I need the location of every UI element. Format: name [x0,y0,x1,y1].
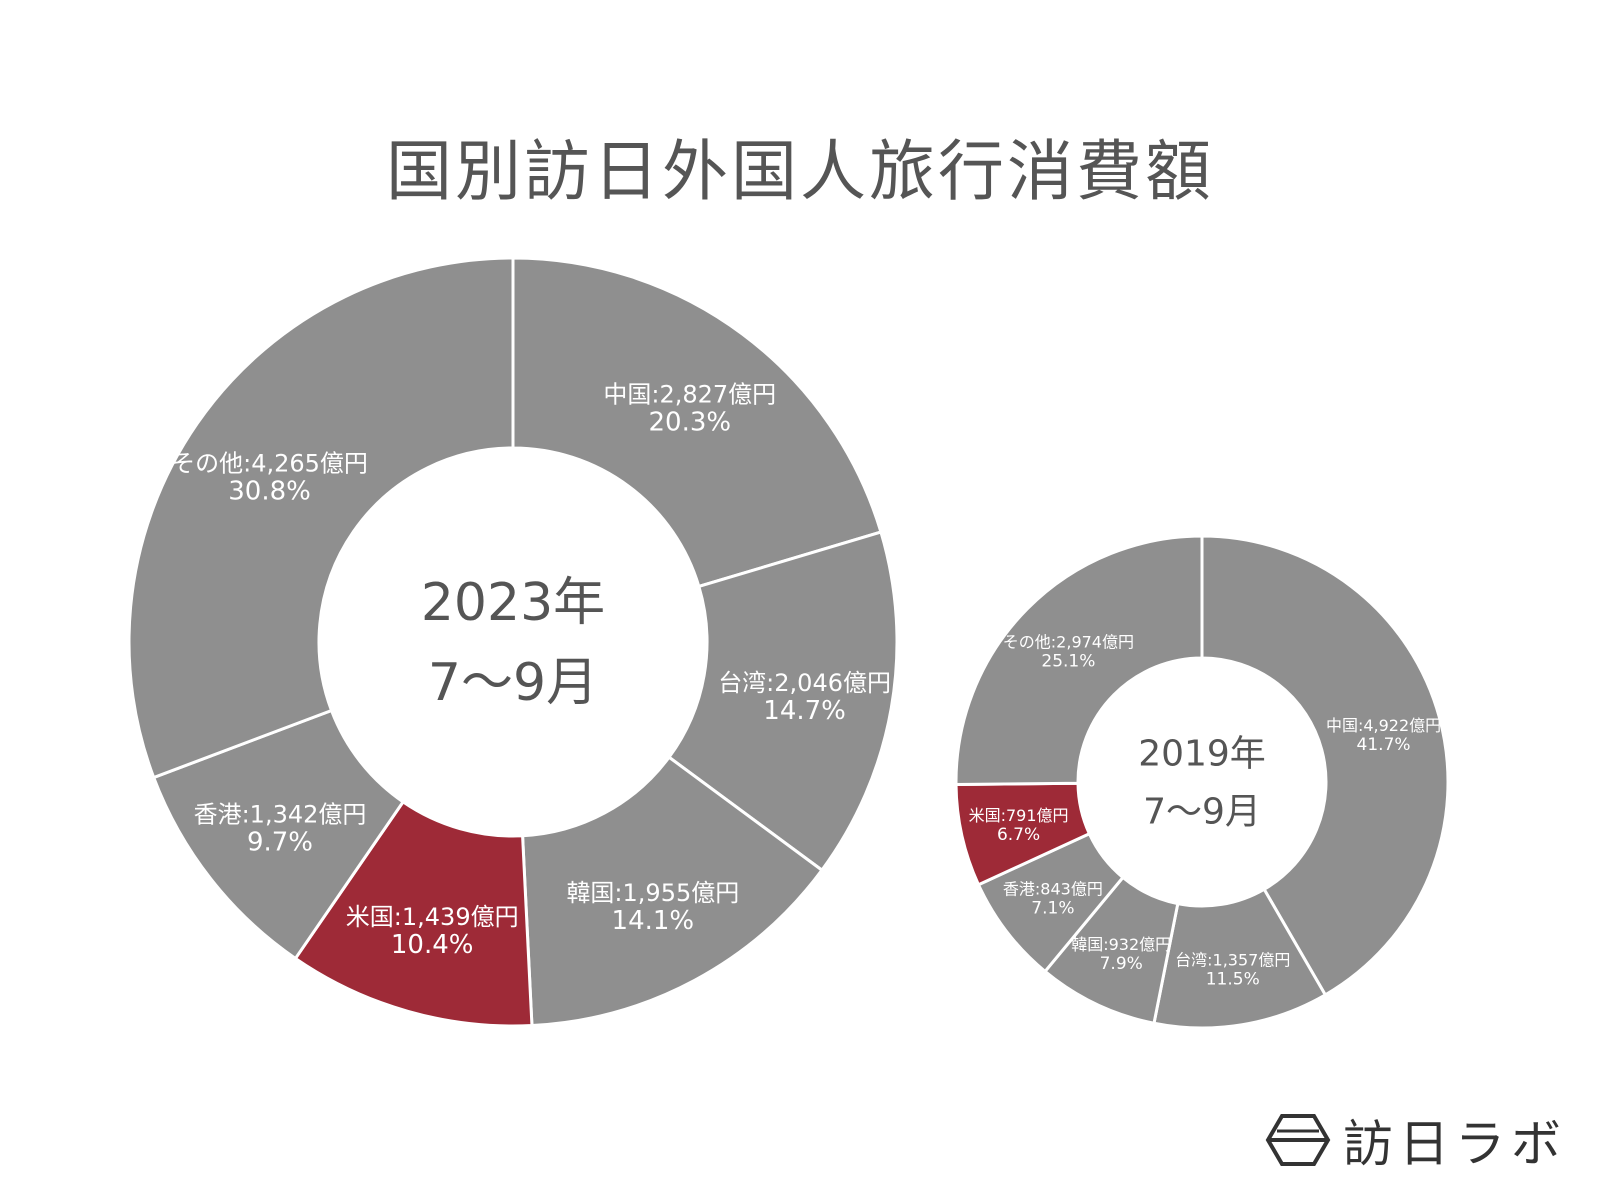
slice-percent-2023-1: 14.7% [763,696,846,726]
slice-label-2019-0: 中国:4,922億円 [1326,716,1441,735]
slice-percent-2023-2: 14.1% [612,906,695,936]
slice-label-2019-2: 韓国:932億円 [1071,935,1171,954]
slice-percent-2023-4: 9.7% [247,828,313,858]
slice-label-2019-5: その他:2,974億円 [1003,633,1134,652]
slice-2023-0 [511,256,883,589]
slice-2019-5 [954,534,1204,787]
slice-2023-3 [293,799,534,1028]
slice-2023-5 [127,256,515,780]
slice-label-2019-4: 米国:791億円 [969,806,1069,825]
slice-label-2023-5: その他:4,265億円 [171,450,368,478]
slice-2019-0 [1200,534,1450,997]
slice-label-2019-1: 台湾:1,357億円 [1175,950,1290,969]
slice-percent-2019-0: 41.7% [1357,735,1411,755]
slice-label-2023-4: 香港:1,342億円 [194,801,367,829]
slice-percent-2023-0: 20.3% [648,408,731,438]
slice-percent-2019-2: 7.9% [1100,954,1143,974]
chart-title: 国別訪日外国人旅行消費額 [386,133,1214,210]
brand-name: 訪日ラボ [1343,1115,1567,1173]
center-label-2019-0: 2019年 [1138,734,1266,775]
slice-label-2023-1: 台湾:2,046億円 [718,669,891,697]
slice-percent-2023-5: 30.8% [228,477,311,507]
slice-percent-2019-5: 25.1% [1041,652,1095,672]
center-label-2023-1: 7〜9月 [428,653,598,713]
donut-chart-2019: 中国:4,922億円41.7%台湾:1,357億円11.5%韓国:932億円7.… [954,534,1450,1030]
slice-label-2023-3: 米国:1,439億円 [346,903,519,931]
slice-label-2023-2: 韓国:1,955億円 [566,879,739,907]
center-label-2023-0: 2023年 [421,573,605,633]
slice-percent-2019-3: 7.1% [1031,898,1074,918]
slice-label-2019-3: 香港:843億円 [1003,879,1103,898]
slice-percent-2023-3: 10.4% [391,930,474,960]
slice-percent-2019-1: 11.5% [1206,969,1260,989]
slice-percent-2019-4: 6.7% [997,825,1040,845]
center-label-2019-1: 7〜9月 [1143,792,1261,833]
slice-2023-1 [666,530,899,873]
hexagon-logo-icon [1265,1114,1331,1166]
brand-logo: 訪日ラボ [1265,1105,1585,1175]
slice-2023-2 [521,755,825,1028]
slice-label-2023-0: 中国:2,827億円 [603,381,776,409]
